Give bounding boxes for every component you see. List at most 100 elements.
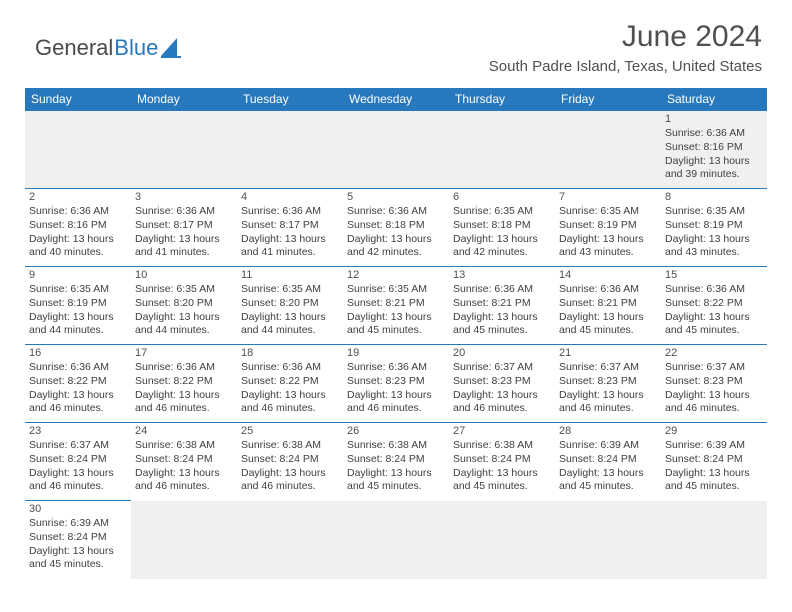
sunset-line: Sunset: 8:20 PM [135, 297, 233, 311]
sunset-line: Sunset: 8:23 PM [453, 375, 551, 389]
calendar-cell-empty [237, 501, 343, 579]
sunset-line: Sunset: 8:22 PM [665, 297, 763, 311]
calendar-cell-empty [131, 501, 237, 579]
day-number: 17 [135, 346, 233, 360]
day-number: 13 [453, 268, 551, 282]
sunset-line: Sunset: 8:24 PM [135, 453, 233, 467]
sunset-line: Sunset: 8:23 PM [665, 375, 763, 389]
calendar-cell-14: 14Sunrise: 6:36 AMSunset: 8:21 PMDayligh… [555, 267, 661, 345]
daylight-line-2: and 43 minutes. [665, 246, 763, 260]
calendar-cell-7: 7Sunrise: 6:35 AMSunset: 8:19 PMDaylight… [555, 189, 661, 267]
calendar-row: 16Sunrise: 6:36 AMSunset: 8:22 PMDayligh… [25, 345, 767, 423]
daylight-line-2: and 40 minutes. [29, 246, 127, 260]
calendar-cell-30: 30Sunrise: 6:39 AMSunset: 8:24 PMDayligh… [25, 501, 131, 579]
logo-text-blue: Blue [114, 35, 158, 61]
sunrise-line: Sunrise: 6:35 AM [665, 205, 763, 219]
sunset-line: Sunset: 8:17 PM [135, 219, 233, 233]
day-number: 27 [453, 424, 551, 438]
sunset-line: Sunset: 8:22 PM [29, 375, 127, 389]
day-header-sunday: Sunday [25, 88, 131, 111]
sunset-line: Sunset: 8:19 PM [665, 219, 763, 233]
daylight-line-1: Daylight: 13 hours [347, 311, 445, 325]
sunrise-line: Sunrise: 6:36 AM [559, 283, 657, 297]
sunrise-line: Sunrise: 6:37 AM [453, 361, 551, 375]
calendar-cell-25: 25Sunrise: 6:38 AMSunset: 8:24 PMDayligh… [237, 423, 343, 501]
daylight-line-2: and 42 minutes. [347, 246, 445, 260]
sunset-line: Sunset: 8:22 PM [241, 375, 339, 389]
sunrise-line: Sunrise: 6:36 AM [665, 127, 763, 141]
daylight-line-1: Daylight: 13 hours [453, 311, 551, 325]
sunrise-line: Sunrise: 6:35 AM [241, 283, 339, 297]
daylight-line-1: Daylight: 13 hours [453, 467, 551, 481]
daylight-line-1: Daylight: 13 hours [665, 467, 763, 481]
location-label: South Padre Island, Texas, United States [489, 58, 762, 75]
daylight-line-1: Daylight: 13 hours [559, 311, 657, 325]
sunset-line: Sunset: 8:18 PM [347, 219, 445, 233]
daylight-line-1: Daylight: 13 hours [241, 311, 339, 325]
sunrise-line: Sunrise: 6:37 AM [29, 439, 127, 453]
daylight-line-2: and 46 minutes. [135, 480, 233, 494]
daylight-line-2: and 46 minutes. [559, 402, 657, 416]
calendar-cell-22: 22Sunrise: 6:37 AMSunset: 8:23 PMDayligh… [661, 345, 767, 423]
sunrise-line: Sunrise: 6:38 AM [453, 439, 551, 453]
daylight-line-2: and 46 minutes. [29, 480, 127, 494]
daylight-line-2: and 41 minutes. [135, 246, 233, 260]
daylight-line-2: and 42 minutes. [453, 246, 551, 260]
calendar-cell-16: 16Sunrise: 6:36 AMSunset: 8:22 PMDayligh… [25, 345, 131, 423]
daylight-line-1: Daylight: 13 hours [241, 233, 339, 247]
sunrise-line: Sunrise: 6:39 AM [665, 439, 763, 453]
daylight-line-2: and 46 minutes. [241, 402, 339, 416]
sunrise-line: Sunrise: 6:37 AM [665, 361, 763, 375]
daylight-line-2: and 41 minutes. [241, 246, 339, 260]
day-number: 7 [559, 190, 657, 204]
day-number: 1 [665, 112, 763, 126]
calendar-table: SundayMondayTuesdayWednesdayThursdayFrid… [25, 88, 767, 579]
day-number: 28 [559, 424, 657, 438]
sunset-line: Sunset: 8:24 PM [29, 531, 127, 545]
calendar-cell-18: 18Sunrise: 6:36 AMSunset: 8:22 PMDayligh… [237, 345, 343, 423]
daylight-line-2: and 44 minutes. [135, 324, 233, 338]
calendar-row: 2Sunrise: 6:36 AMSunset: 8:16 PMDaylight… [25, 189, 767, 267]
daylight-line-1: Daylight: 13 hours [29, 467, 127, 481]
calendar-cell-2: 2Sunrise: 6:36 AMSunset: 8:16 PMDaylight… [25, 189, 131, 267]
calendar-row: 23Sunrise: 6:37 AMSunset: 8:24 PMDayligh… [25, 423, 767, 501]
day-header-saturday: Saturday [661, 88, 767, 111]
calendar-cell-1: 1Sunrise: 6:36 AMSunset: 8:16 PMDaylight… [661, 111, 767, 189]
calendar-cell-empty [131, 111, 237, 189]
sunset-line: Sunset: 8:20 PM [241, 297, 339, 311]
daylight-line-2: and 46 minutes. [347, 402, 445, 416]
calendar-cell-4: 4Sunrise: 6:36 AMSunset: 8:17 PMDaylight… [237, 189, 343, 267]
calendar-cell-20: 20Sunrise: 6:37 AMSunset: 8:23 PMDayligh… [449, 345, 555, 423]
sunrise-line: Sunrise: 6:38 AM [347, 439, 445, 453]
daylight-line-2: and 44 minutes. [241, 324, 339, 338]
sunrise-line: Sunrise: 6:36 AM [241, 205, 339, 219]
calendar-cell-empty [449, 501, 555, 579]
sunset-line: Sunset: 8:23 PM [347, 375, 445, 389]
sunrise-line: Sunrise: 6:35 AM [559, 205, 657, 219]
daylight-line-2: and 46 minutes. [135, 402, 233, 416]
calendar-cell-13: 13Sunrise: 6:36 AMSunset: 8:21 PMDayligh… [449, 267, 555, 345]
sunrise-line: Sunrise: 6:38 AM [241, 439, 339, 453]
day-number: 26 [347, 424, 445, 438]
day-header-monday: Monday [131, 88, 237, 111]
daylight-line-2: and 45 minutes. [559, 324, 657, 338]
day-number: 12 [347, 268, 445, 282]
sunset-line: Sunset: 8:16 PM [29, 219, 127, 233]
day-number: 30 [29, 502, 127, 516]
daylight-line-2: and 45 minutes. [347, 324, 445, 338]
day-number: 21 [559, 346, 657, 360]
sunrise-line: Sunrise: 6:36 AM [347, 205, 445, 219]
calendar-cell-11: 11Sunrise: 6:35 AMSunset: 8:20 PMDayligh… [237, 267, 343, 345]
calendar-body: 1Sunrise: 6:36 AMSunset: 8:16 PMDaylight… [25, 111, 767, 579]
calendar-cell-6: 6Sunrise: 6:35 AMSunset: 8:18 PMDaylight… [449, 189, 555, 267]
daylight-line-1: Daylight: 13 hours [29, 311, 127, 325]
calendar-cell-5: 5Sunrise: 6:36 AMSunset: 8:18 PMDaylight… [343, 189, 449, 267]
sunrise-line: Sunrise: 6:37 AM [559, 361, 657, 375]
day-number: 19 [347, 346, 445, 360]
day-header-tuesday: Tuesday [237, 88, 343, 111]
sunset-line: Sunset: 8:16 PM [665, 141, 763, 155]
daylight-line-1: Daylight: 13 hours [29, 545, 127, 559]
calendar-cell-empty [343, 111, 449, 189]
daylight-line-1: Daylight: 13 hours [241, 389, 339, 403]
sunset-line: Sunset: 8:19 PM [559, 219, 657, 233]
